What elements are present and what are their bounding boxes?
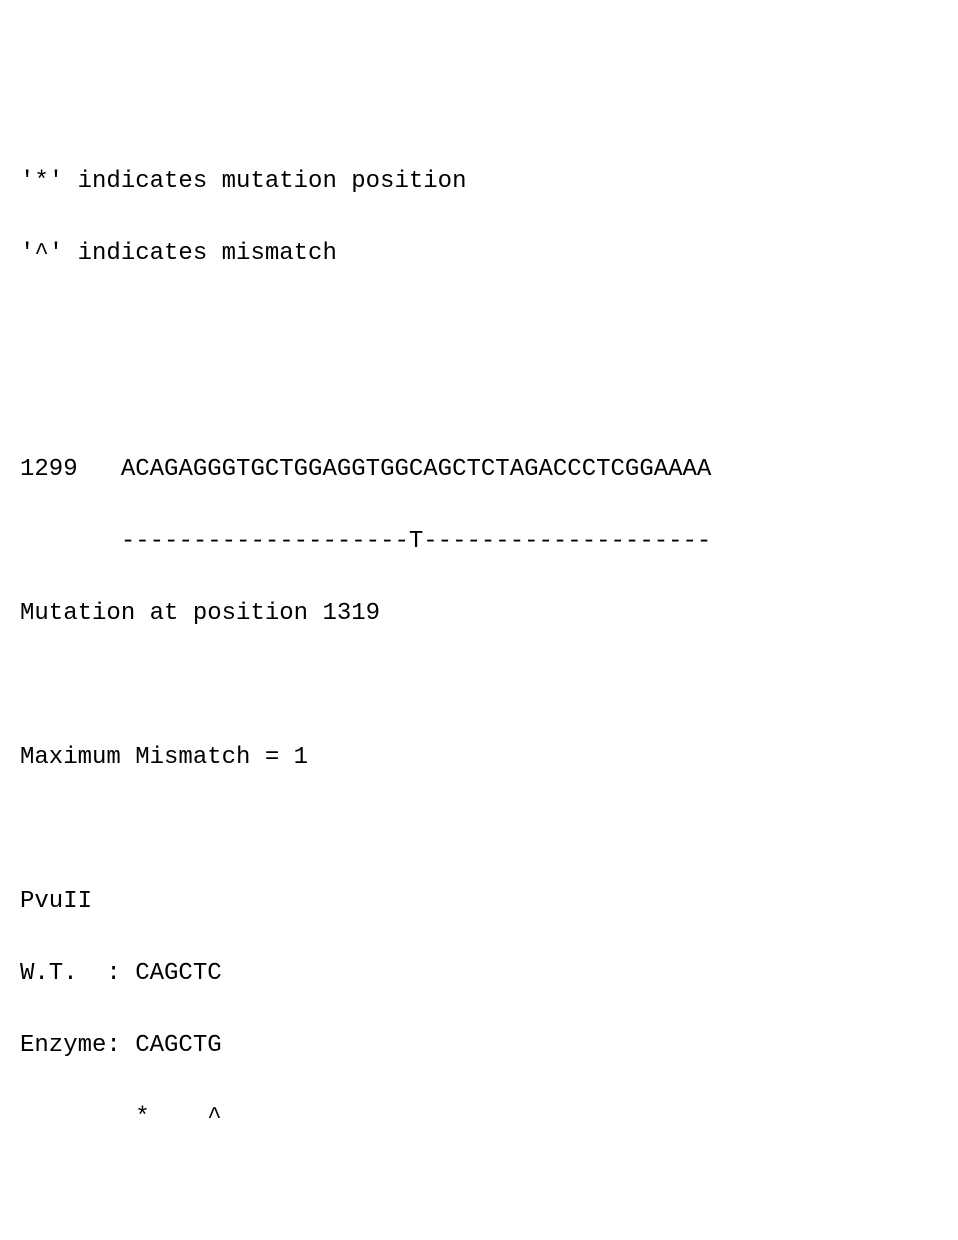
legend-mutation-line: '*' indicates mutation position [20,164,938,200]
blank-line-4 [20,812,938,848]
wt-label: W.T. : [20,960,135,987]
wt-line: W.T. : CAGCTC [20,956,938,992]
enzyme-sequence: CAGCTG [135,1032,221,1059]
sequence-position: 1299 [20,456,78,483]
blank-line-2 [20,380,938,416]
blank-line-3 [20,668,938,704]
enzyme-label: Enzyme: [20,1032,135,1059]
enzyme-seq-line: Enzyme: CAGCTG [20,1028,938,1064]
sequence-bases: ACAGAGGGTGCTGGAGGTGGCAGCTCTAGACCCTCGGAAA… [121,456,712,483]
mutation-position-line: Mutation at position 1319 [20,596,938,632]
wt-sequence: CAGCTC [135,960,221,987]
marker-line: * ^ [20,1100,938,1136]
enzyme-name-line: PvuII [20,884,938,920]
max-mismatch-line: Maximum Mismatch = 1 [20,740,938,776]
alignment-line: --------------------T-------------------… [20,524,938,560]
alignment-track: --------------------T-------------------… [121,528,712,555]
blank-line-1 [20,308,938,344]
sequence-line: 1299 ACAGAGGGTGCTGGAGGTGGCAGCTCTAGACCCTC… [20,452,938,488]
legend-mismatch-line: '^' indicates mismatch [20,236,938,272]
